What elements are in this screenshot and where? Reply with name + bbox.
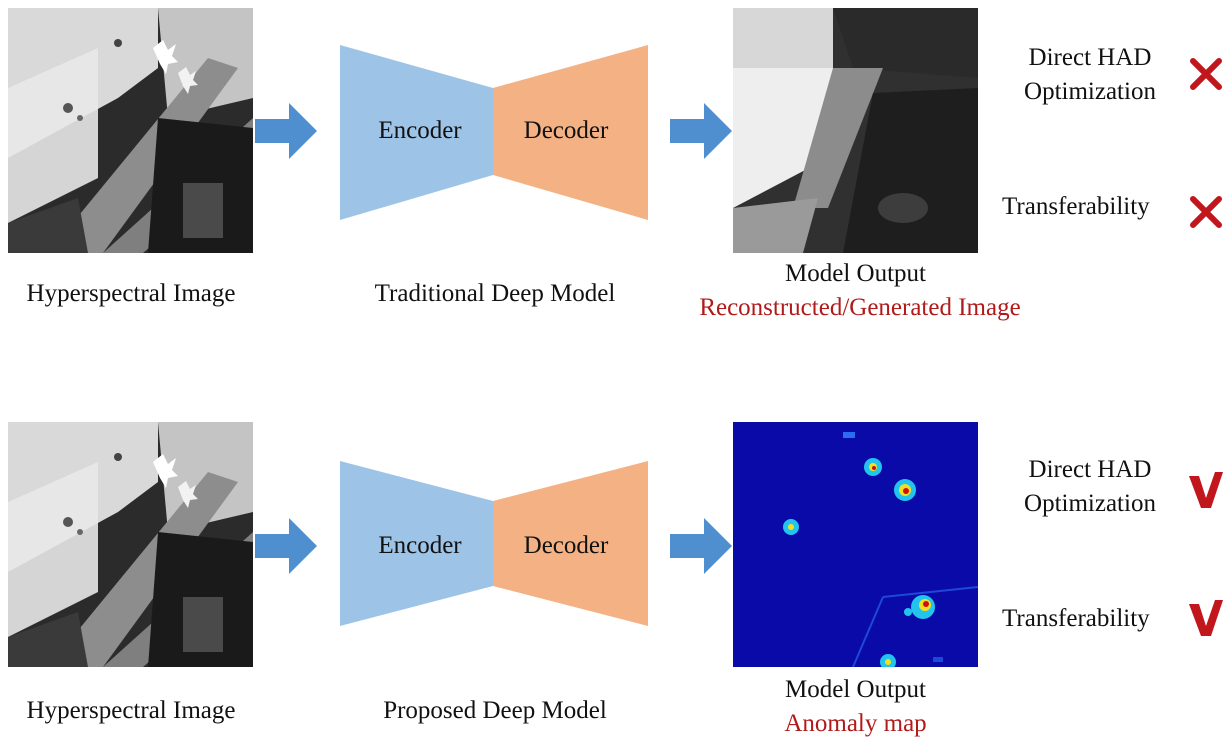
arrow-right-icon (255, 518, 317, 574)
encoder-block (340, 45, 493, 220)
criterion-direct-had-line2: Optimization (1024, 490, 1156, 517)
criterion-transferability: Transferability (1002, 605, 1150, 632)
encoder-label: Encoder (378, 117, 462, 144)
hyperspectral-image-1 (8, 8, 253, 253)
check-icon (1189, 472, 1223, 508)
output-caption: Model Output (785, 676, 926, 703)
decoder-label: Decoder (523, 532, 609, 559)
encoder-block (340, 461, 493, 626)
encoder-decoder-model-1 (340, 45, 648, 220)
output-subcaption: Reconstructed/Generated Image (699, 294, 1021, 321)
anomaly-map (733, 422, 978, 667)
criterion-transferability: Transferability (1002, 193, 1150, 220)
arrow-right-icon (255, 103, 317, 159)
output-caption: Model Output (785, 260, 926, 287)
model-caption: Traditional Deep Model (374, 280, 616, 307)
encoder-label: Encoder (378, 532, 462, 559)
criterion-direct-had-line2: Optimization (1024, 78, 1156, 105)
input-caption: Hyperspectral Image (26, 697, 236, 724)
input-caption: Hyperspectral Image (26, 280, 236, 307)
criterion-direct-had-line1: Direct HAD (1028, 44, 1152, 71)
cross-icon (1190, 58, 1222, 90)
criterion-direct-had-line1: Direct HAD (1028, 456, 1152, 483)
decoder-label: Decoder (523, 117, 609, 144)
arrow-right-icon (670, 103, 732, 159)
encoder-decoder-model-2 (340, 461, 648, 626)
reconstructed-image (733, 8, 978, 253)
decoder-block (493, 461, 648, 626)
decoder-block (493, 45, 648, 220)
check-icon (1189, 600, 1223, 636)
arrow-right-icon (670, 518, 732, 574)
model-caption: Proposed Deep Model (383, 697, 607, 724)
output-subcaption: Anomaly map (784, 710, 927, 737)
cross-icon (1190, 196, 1222, 228)
hyperspectral-image-2 (8, 422, 253, 667)
